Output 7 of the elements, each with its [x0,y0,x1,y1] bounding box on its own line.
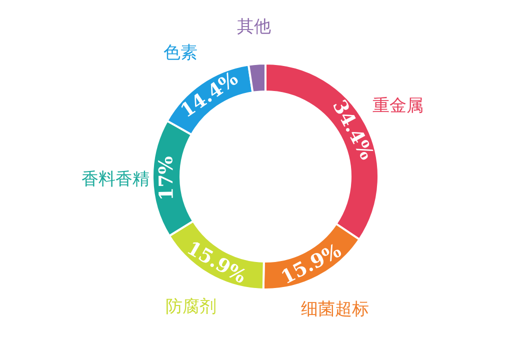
slice-label: 色素 [163,42,198,63]
slice-label: 其他 [237,16,272,37]
data-label: 17% [155,156,178,201]
slice-label: 防腐剂 [166,296,217,317]
slice-label: 细菌超标 [300,300,369,320]
slice-label: 香料香精 [82,169,150,190]
slice-label: 重金属 [372,96,424,116]
